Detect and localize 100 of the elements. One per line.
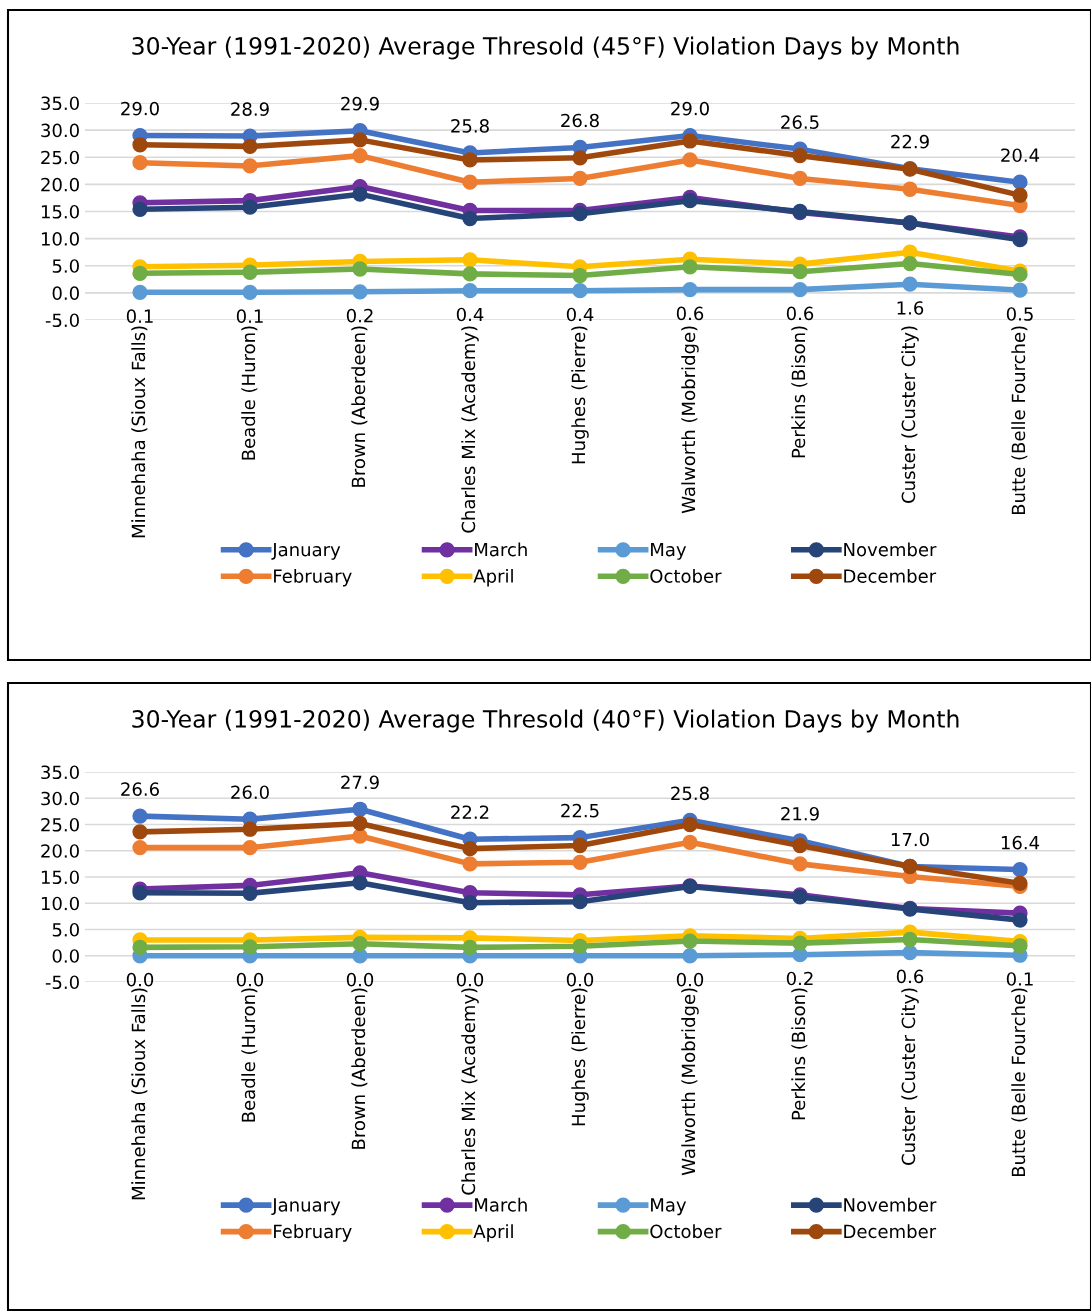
point	[682, 834, 698, 850]
point	[792, 264, 808, 280]
y-tick-label: 35.0	[41, 765, 79, 780]
x-tick-label: Brown (Aberdeen)	[351, 326, 368, 487]
point	[682, 259, 698, 275]
point	[682, 133, 698, 149]
point	[242, 264, 258, 280]
x-tick-label: Custer (Custer City)	[901, 988, 919, 1165]
point	[1012, 875, 1028, 891]
x-tick-label: Beadle (Huron)	[241, 988, 258, 1122]
data-label: 0.0	[456, 972, 484, 987]
point	[242, 885, 258, 901]
point	[352, 186, 368, 202]
point	[462, 939, 478, 955]
data-label: 0.4	[456, 307, 484, 322]
point	[792, 147, 808, 164]
y-tick-label: 30.0	[41, 791, 79, 806]
point	[1012, 862, 1028, 878]
y-tick-label: 10.0	[41, 232, 79, 246]
point	[132, 284, 148, 300]
data-label: 0.1	[236, 309, 263, 323]
point	[1012, 282, 1028, 298]
chart-title: 30-Year (1991-2020) Average Thresold (45°F) Violation Days by Month	[132, 36, 959, 60]
x-tick-label: Minnehaha (Sioux Falls)	[131, 988, 148, 1200]
point	[132, 824, 148, 840]
legend-label: April	[473, 568, 513, 587]
point	[682, 948, 698, 964]
point	[572, 854, 588, 870]
x-tick-label: Custer (Custer City)	[901, 326, 919, 503]
point	[1012, 938, 1028, 954]
x-tick-label: Beadle (Huron)	[241, 326, 258, 460]
point	[132, 265, 148, 281]
point	[572, 267, 588, 284]
data-label: 26.0	[231, 785, 269, 800]
data-label: 20.4	[1001, 148, 1040, 163]
point	[462, 856, 478, 872]
data-label: 29.0	[121, 101, 159, 116]
x-tick-label: Charles Mix (Academy)	[461, 326, 479, 533]
point	[462, 283, 478, 299]
data-label: 0.0	[676, 972, 704, 987]
point	[572, 170, 588, 187]
y-tick-label: 20.0	[41, 177, 79, 192]
point	[242, 284, 258, 300]
point	[902, 931, 918, 948]
point	[242, 939, 258, 955]
data-label: 27.9	[341, 775, 379, 790]
legend-label: March	[475, 1197, 527, 1212]
point	[352, 261, 368, 277]
point	[132, 201, 148, 217]
x-tick-label: Walworth (Mobridge)	[681, 326, 699, 514]
point	[1012, 266, 1028, 283]
point	[132, 137, 148, 153]
legend-label: January	[271, 1198, 341, 1216]
point	[352, 875, 368, 891]
point	[462, 841, 478, 857]
data-label: 26.6	[121, 782, 159, 796]
point	[902, 255, 918, 272]
data-label: 0.0	[126, 972, 154, 987]
data-label: 29.9	[341, 96, 379, 111]
y-tick-label: 20.0	[41, 844, 79, 858]
point	[352, 936, 368, 952]
data-label: 0.0	[566, 972, 594, 987]
point	[1012, 912, 1028, 928]
data-label: 16.4	[1001, 835, 1040, 850]
data-label: 25.8	[451, 119, 489, 133]
y-tick-label: -5.0	[45, 975, 79, 990]
data-label: 26.8	[561, 113, 599, 128]
legend-label: February	[274, 1224, 352, 1242]
point	[572, 206, 588, 222]
point	[352, 132, 368, 148]
data-label: 28.9	[231, 102, 269, 116]
data-label: 0.0	[236, 972, 264, 987]
point	[682, 193, 698, 209]
chart-title: 30-Year (1991-2020) Average Thresold (40°F) Violation Days by Month	[132, 709, 959, 733]
point	[462, 210, 478, 227]
point	[572, 938, 588, 954]
point	[1012, 187, 1028, 203]
data-label: 22.2	[451, 805, 489, 819]
x-tick-label: Charles Mix (Academy)	[461, 988, 479, 1195]
point	[132, 885, 148, 901]
legend-label: May	[651, 542, 687, 560]
x-tick-label: Perkins (Bison)	[791, 988, 808, 1120]
point	[902, 944, 918, 961]
point	[132, 839, 148, 856]
data-label: 0.2	[346, 308, 373, 323]
x-tick-label: Hughes (Pierre)	[571, 988, 589, 1126]
point	[242, 138, 258, 155]
legend-label: December	[844, 1224, 937, 1239]
point	[572, 894, 588, 910]
x-tick-label: Butte (Belle Fourche)	[1011, 988, 1028, 1177]
data-label: 0.4	[566, 307, 594, 322]
data-label: 0.2	[786, 971, 813, 986]
point	[462, 266, 478, 282]
data-label: 0.5	[1006, 307, 1033, 321]
legend-label: November	[844, 542, 937, 557]
legend-label: March	[475, 542, 527, 557]
legend-label: May	[651, 1198, 687, 1216]
legend-label: October	[650, 568, 722, 583]
point	[242, 839, 258, 856]
legend-label: January	[271, 542, 341, 560]
